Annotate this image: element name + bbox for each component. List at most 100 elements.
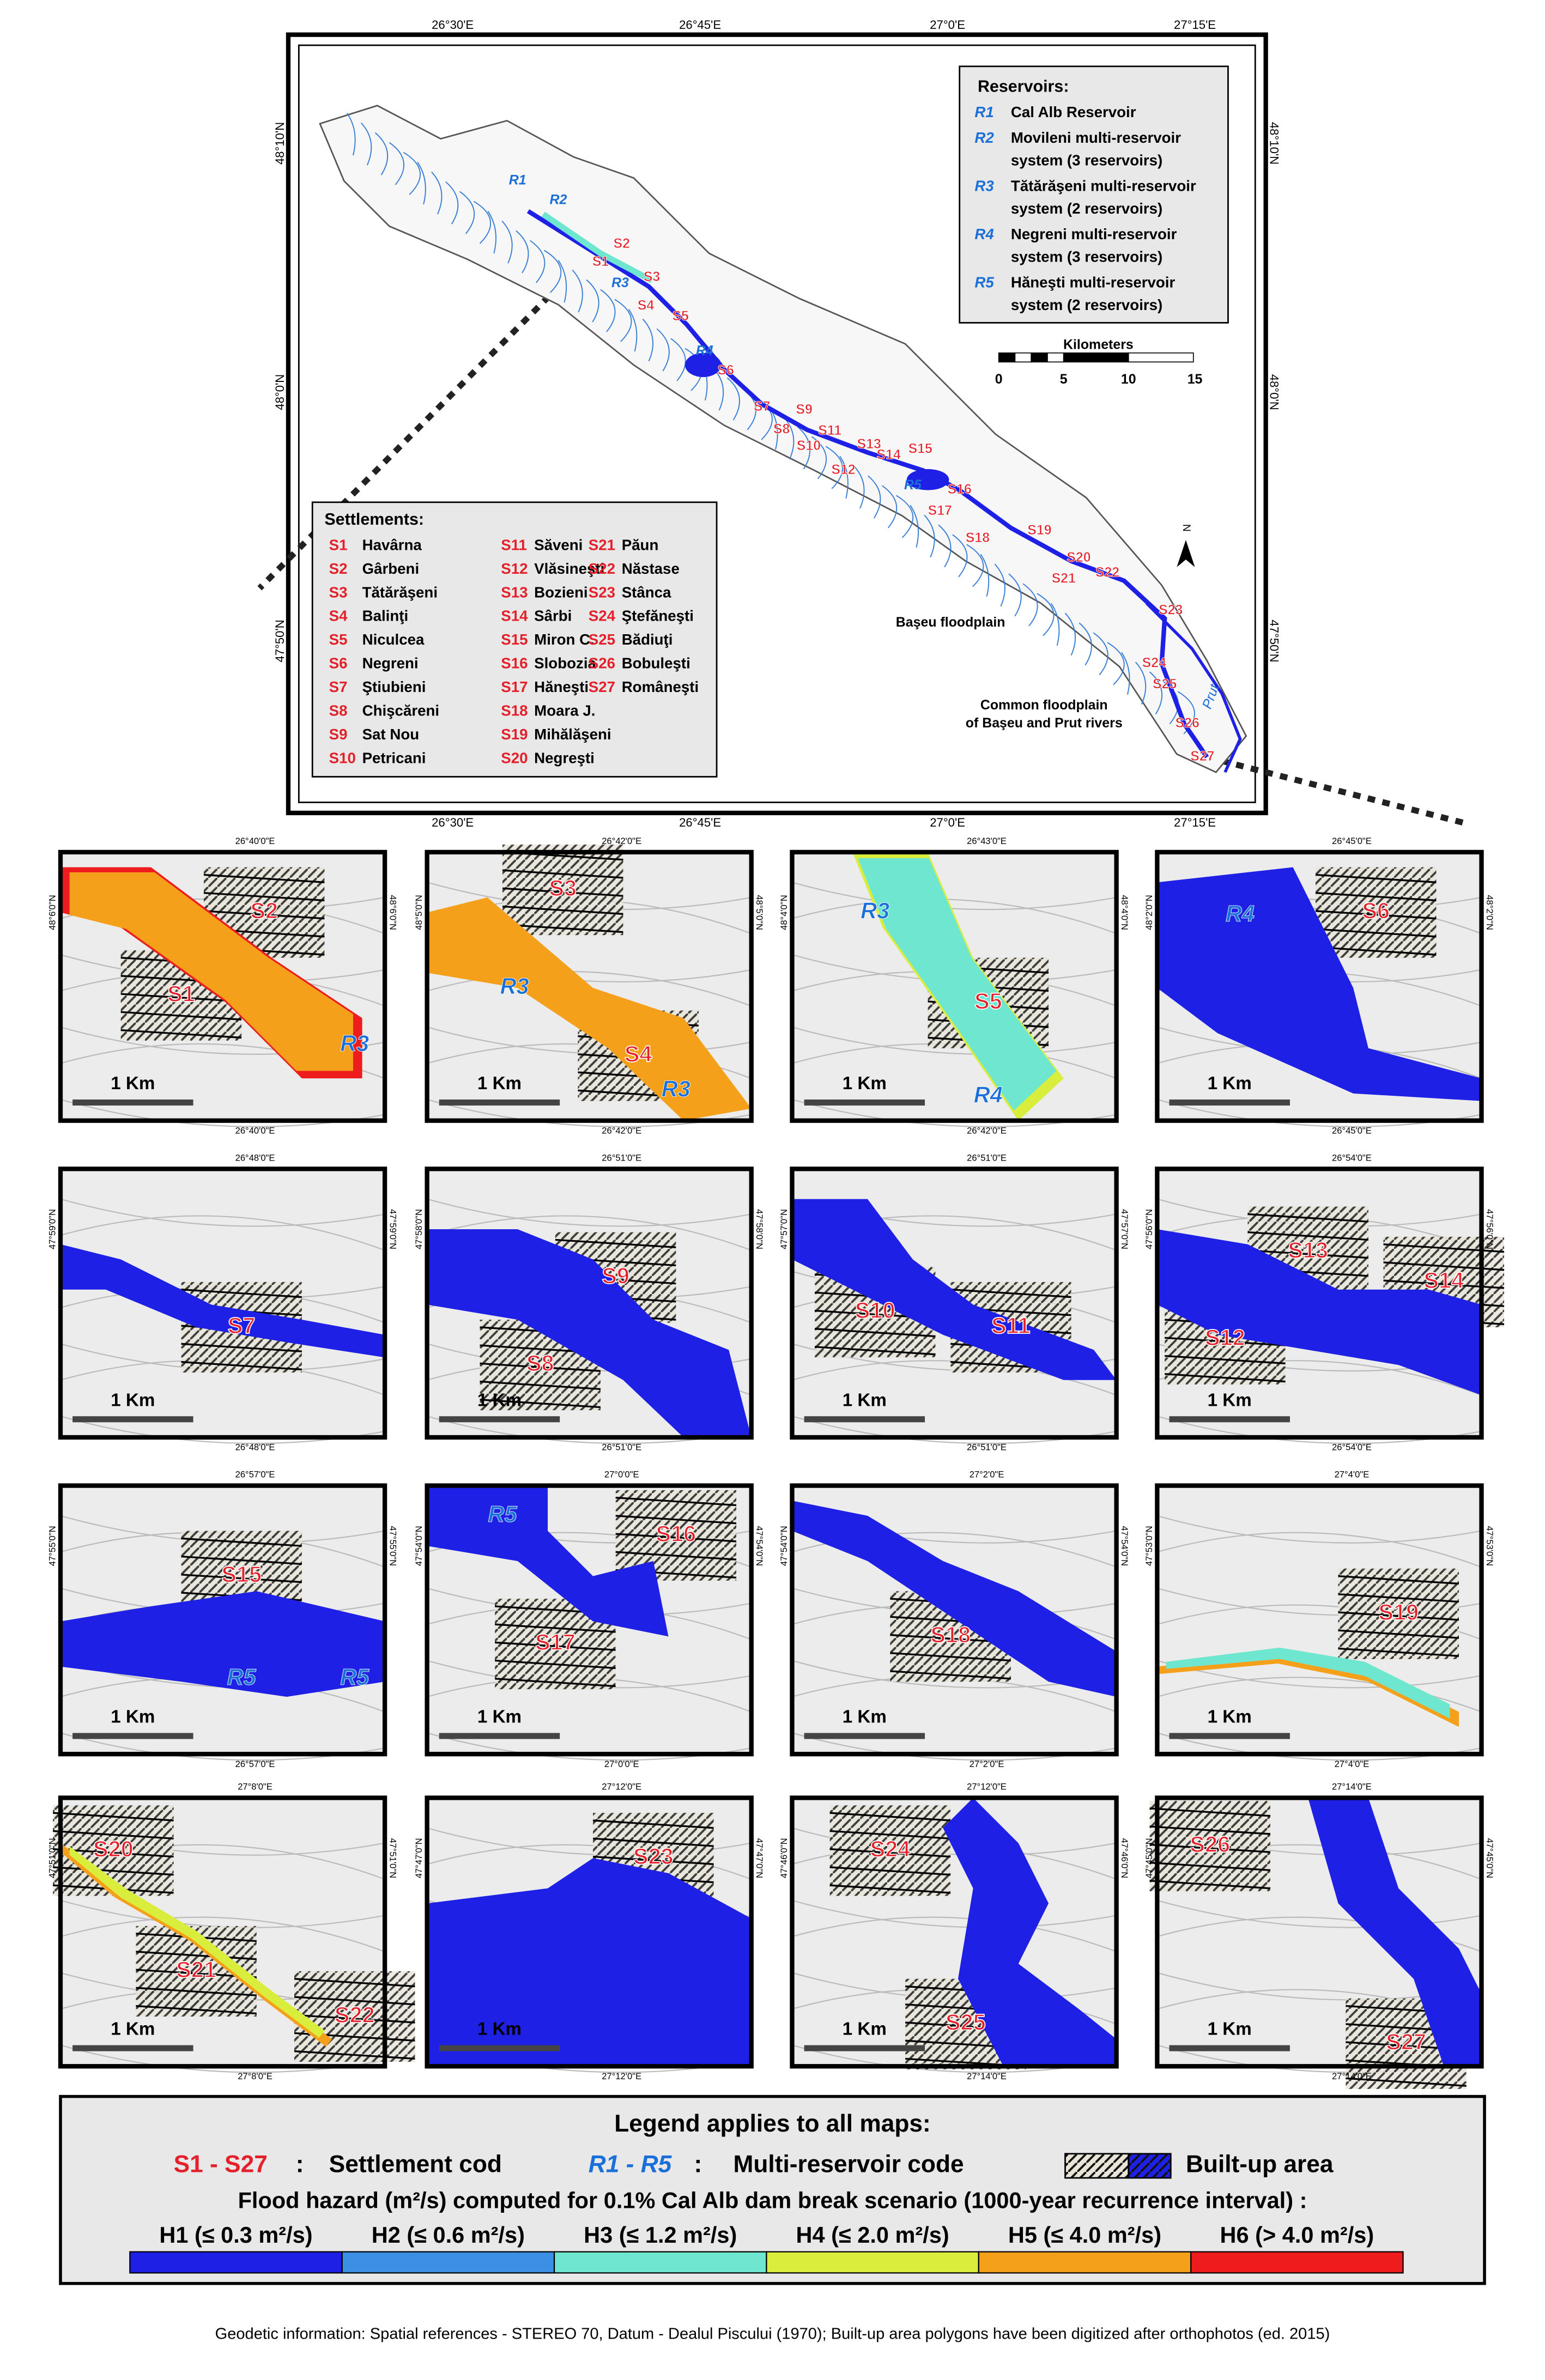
settlement-name: Bădiuţi: [622, 631, 673, 648]
scale-label: 1 Km: [843, 1073, 887, 1094]
annotation: of Başeu and Prut rivers: [966, 715, 1123, 731]
inset-settlement-label: S14: [1423, 1267, 1464, 1293]
annotation: Common floodplain: [980, 697, 1108, 713]
reservoir-name: Hăneşti multi-reservoir: [1011, 274, 1176, 291]
settlement-name: Mihălăşeni: [534, 726, 611, 743]
coord-label: 47°51'0"N: [388, 1838, 398, 1878]
inset-frame: [790, 849, 1119, 1123]
settlement-map-label: S19: [1027, 523, 1051, 538]
inset-settlement-label: S26: [1190, 1831, 1230, 1857]
annotation: Başeu floodplain: [896, 615, 1005, 630]
road: [829, 1830, 951, 1839]
coord-label: 48°6'0"N: [388, 895, 398, 930]
scale-label: 1 Km: [477, 1390, 522, 1410]
settlement-code: S26: [589, 655, 615, 672]
stream: [1022, 583, 1038, 627]
stream: [431, 171, 443, 215]
settlement-code: S5: [329, 631, 348, 648]
reservoir-name: Tătărăşeni multi-reservoir: [1011, 178, 1196, 195]
inset-map: S9 S81 Km 26°51'0"E 26°51'0"E 47°58'0"N 47°58…: [414, 1152, 765, 1452]
basin: [319, 105, 1247, 773]
hazard-class-swatch: [341, 2251, 555, 2274]
inset-settlement-label: S4: [625, 1041, 652, 1067]
coord-label: 47°47'0"N: [754, 1838, 765, 1878]
settlement-map-label: S17: [928, 503, 952, 518]
terrain-line: [60, 1916, 385, 1952]
road: [1315, 928, 1437, 938]
inset-frame: [425, 1795, 754, 2069]
settlement-name: Petricani: [362, 749, 426, 766]
settlement-code: S10: [329, 749, 356, 766]
stream: [389, 142, 405, 185]
settlement-map-label: S4: [638, 298, 655, 313]
stream: [811, 436, 827, 479]
road: [495, 1623, 616, 1633]
stream: [895, 495, 914, 538]
settlement-name: Miron C.: [534, 631, 595, 648]
legend-text: Built-up area: [1186, 2151, 1334, 2178]
scale-label: 1 Km: [1208, 1390, 1252, 1410]
road: [1149, 1861, 1271, 1872]
coord-label: 26°42'0"E: [602, 1125, 641, 1136]
coord-label: 26°51'0"E: [967, 1442, 1007, 1453]
stream: [459, 191, 475, 234]
settlement-code: S4: [329, 608, 348, 624]
settlement-name: Chişcăreni: [362, 702, 440, 719]
coord-label: 26°51'0"E: [967, 1152, 1007, 1163]
terrain-line: [1157, 1532, 1482, 1568]
settlement-name: Hăneşti: [534, 678, 589, 695]
inset-settlement-label: S9: [602, 1263, 629, 1289]
stream: [924, 514, 935, 558]
road: [181, 1555, 302, 1565]
coord-label: 26°30'E: [432, 816, 474, 829]
settlement-name: Săveni: [534, 536, 583, 553]
inset-frame: [1155, 1483, 1484, 1757]
settlement-map-label: S3: [644, 269, 660, 284]
reservoir-map-label: R2: [550, 192, 567, 208]
inset-settlement-label: S21: [176, 1957, 216, 1982]
legend-builtup-swatch: [1128, 2153, 1172, 2179]
terrain-line: [792, 1026, 1117, 1055]
road: [1149, 1843, 1271, 1853]
settlement-name: Balinţi: [362, 608, 409, 624]
inset-map: S7 1 Km 26°48'0"E 26°48'0"E 47°59'0"N 47°59'0…: [47, 1152, 398, 1452]
settlement-code: S17: [501, 678, 528, 695]
scale-segment: [1128, 352, 1194, 363]
coord-label: 47°45'0"N: [1144, 1838, 1154, 1878]
coord-label: 48°2'0"N: [1144, 895, 1154, 930]
settlement-map-label: S25: [1153, 676, 1177, 691]
flood-reach: [541, 211, 653, 283]
inset-settlement-label: S24: [870, 1836, 910, 1861]
settlement-name: Sat Nou: [362, 726, 420, 743]
coord-label: 47°50'N: [1268, 620, 1281, 662]
road: [1338, 1611, 1459, 1621]
settlement-name: Havârna: [362, 536, 422, 553]
road: [181, 1361, 302, 1371]
inset-map: S10 S11 1 Km 26°51'0"E 26°51'0"E 47°57'0"N 47°…: [779, 1152, 1130, 1452]
coord-label: 47°55'0"N: [388, 1526, 398, 1566]
settlement-code: S25: [589, 631, 615, 648]
settlement-code: S2: [329, 560, 348, 577]
stream: [868, 475, 881, 519]
scale-title: Kilometers: [1063, 337, 1134, 352]
road: [829, 1866, 951, 1876]
stream: [1107, 642, 1125, 685]
inset-map: S13 S14 S12 1 Km 26°54'0"E 26°54'0"E 47°56'0"N…: [1144, 1152, 1505, 1453]
road: [1247, 1249, 1368, 1259]
scale-segment: [1047, 352, 1064, 363]
stream: [1135, 661, 1147, 705]
road: [615, 1497, 737, 1507]
inset-settlement-label: S8: [526, 1350, 554, 1376]
hazard-class-swatch: [1190, 2251, 1404, 2274]
inset-map: S24 S25 1 Km 27°12'0"E 27°14'0"E 47°46'0"N 47°…: [779, 1782, 1130, 2081]
inset-frame: [425, 1483, 754, 1757]
reservoir-name: system (3 reservoirs): [1011, 151, 1162, 168]
road: [502, 924, 623, 933]
inset-reservoir-label: R4: [974, 1082, 1003, 1107]
road: [1315, 892, 1437, 902]
road: [814, 1328, 936, 1338]
inset-settlement-label: S18: [930, 1622, 971, 1647]
settlement-map-label: S12: [831, 462, 855, 477]
coord-label: 27°15'E: [1174, 816, 1216, 829]
road: [136, 1987, 257, 1996]
